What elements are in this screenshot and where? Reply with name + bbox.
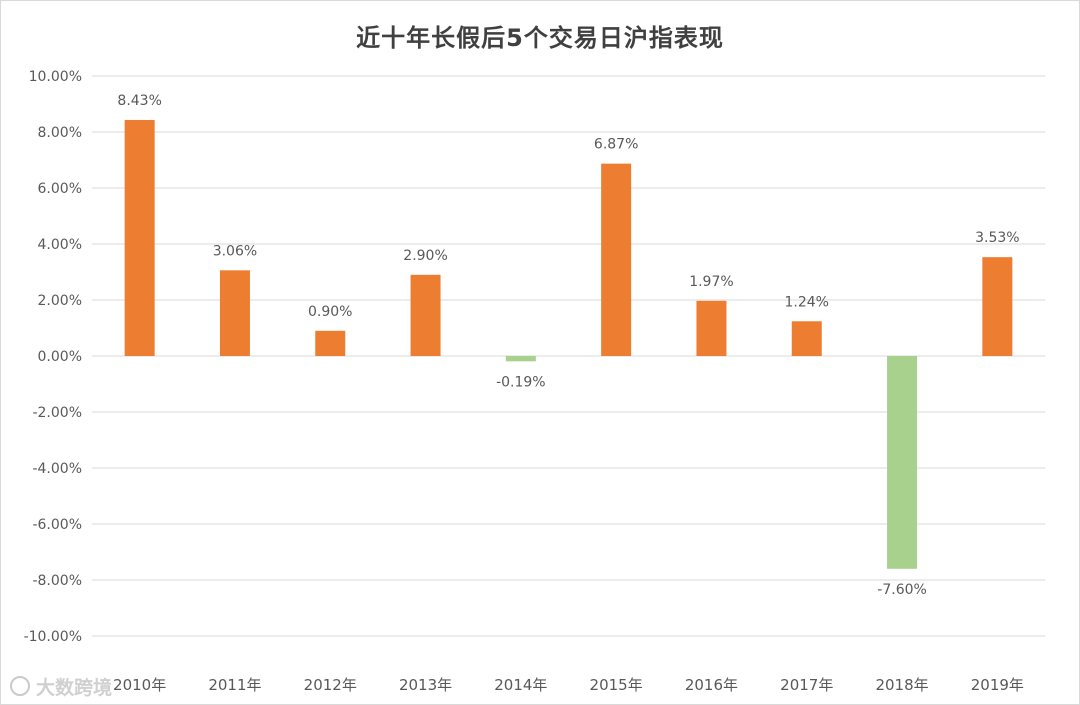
x-tick-label: 2014年 [494,676,547,694]
x-tick-label: 2016年 [685,676,738,694]
y-tick-label: -6.00% [32,517,82,533]
y-tick-label: -10.00% [24,629,82,645]
x-tick-label: 2010年 [113,676,166,694]
x-tick-label: 2017年 [780,676,833,694]
bar [696,300,727,356]
y-tick-label: 4.00% [38,237,82,253]
y-tick-label: 8.00% [38,125,82,141]
y-tick-label: -8.00% [32,573,82,589]
x-tick-label: 2019年 [971,676,1024,694]
data-label: 1.24% [785,294,829,310]
watermark-text: 大数跨境 [36,676,113,699]
y-tick-label: 10.00% [29,69,82,85]
x-tick-label: 2018年 [875,676,928,694]
chart-title: 近十年长假后5个交易日沪指表现 [356,24,724,52]
x-tick-label: 2015年 [590,676,643,694]
y-tick-label: 2.00% [38,293,82,309]
bar [219,270,250,356]
data-label: -0.19% [496,374,546,390]
data-label: 6.87% [594,137,638,153]
data-label: 0.90% [308,304,352,320]
bar [887,356,918,569]
bar [505,356,536,362]
x-tick-label: 2012年 [304,676,357,694]
bar [124,119,155,357]
bar [410,274,441,356]
data-label: -7.60% [877,582,927,598]
data-label: 3.06% [213,243,257,259]
bar [982,257,1013,356]
watermark-logo-icon [10,676,30,696]
data-label: 8.43% [117,93,161,109]
y-tick-label: 0.00% [38,349,82,365]
data-label: 2.90% [403,248,447,264]
bar [601,163,632,356]
watermark: 大数跨境 [10,672,112,700]
data-label: 1.97% [689,274,733,290]
x-tick-label: 2011年 [208,676,261,694]
data-label: 3.53% [975,230,1019,246]
y-tick-label: -2.00% [32,405,82,421]
bar [315,330,346,356]
y-tick-label: -4.00% [32,461,82,477]
x-tick-label: 2013年 [399,676,452,694]
y-tick-label: 6.00% [38,181,82,197]
bar [791,321,822,356]
